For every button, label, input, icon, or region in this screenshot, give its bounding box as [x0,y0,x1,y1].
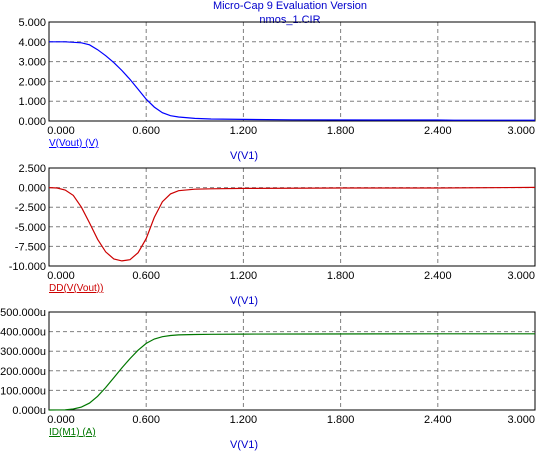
y-tick-label: 100.000u [0,385,46,397]
x-axis-label: V(V1) [230,439,258,451]
plot-group: 0.000 1.000 2.000 3.000 4.000 5.000 0.000 0.600… [0,17,536,451]
x-tick-label: 1.800 [327,270,355,282]
x-tick-label: 1.200 [230,270,258,282]
y-tick-label: 0.000 [18,183,46,195]
series-line [48,333,535,411]
y-tick-label: -7.500 [15,241,46,253]
y-tick-label: 2.500 [18,163,46,175]
series-label[interactable]: V(Vout) (V) [49,138,98,149]
series-label[interactable]: DD(V(Vout)) [49,283,103,294]
x-tick-label: 0.600 [132,125,160,137]
y-tick-label: 300.000u [0,346,46,358]
y-tick-label: -2.500 [15,202,46,214]
series-line [49,41,535,121]
y-tick-label: 4.000 [18,37,46,49]
y-tick-label: 1.000 [18,96,46,108]
plot-3: 0.000u 100.000u 200.000u 300.000u 400.000u 50… [0,307,536,451]
x-tick-label: 0.600 [132,414,160,426]
y-tick-label: 0.000 [18,116,46,128]
x-tick-label: 2.400 [424,270,452,282]
y-tick-label: 500.000u [0,307,46,319]
plot-frame [48,21,536,122]
y-tick-label: 5.000 [18,17,46,29]
plot-2: -10.000 -7.500 -5.000 -2.500 0.000 2.500 0.000… [9,163,536,307]
plot-1: 0.000 1.000 2.000 3.000 4.000 5.000 0.000 0.600… [18,17,536,162]
y-tick-label: 0.000u [12,405,46,417]
file-name: nmos_1.CIR [259,14,320,26]
x-tick-label: 3.000 [507,414,535,426]
y-tick-label: -10.000 [9,261,46,273]
x-tick-label: 0.000 [47,125,75,137]
x-tick-label: 3.000 [507,270,535,282]
x-tick-label: 0.600 [132,270,160,282]
x-tick-label: 2.400 [424,125,452,137]
x-tick-label: 1.800 [327,414,355,426]
plot-frame [48,167,536,267]
series-line [48,186,536,262]
y-tick-label: 400.000u [0,327,46,339]
app-title: Micro-Cap 9 Evaluation Version [213,0,367,12]
x-axis-label: V(V1) [230,295,258,307]
x-tick-label: 1.800 [327,125,355,137]
x-tick-label: 3.000 [507,125,535,137]
y-tick-label: 2.000 [18,76,46,88]
x-tick-label: 2.400 [424,414,452,426]
x-tick-label: 1.200 [230,414,258,426]
plot-frame [48,311,536,411]
x-tick-label: 0.000 [47,270,75,282]
series-label[interactable]: ID(M1) (A) [49,427,96,438]
x-tick-label: 0.000 [47,414,75,426]
y-tick-label: 200.000u [0,366,46,378]
x-tick-label: 1.200 [230,125,258,137]
y-tick-label: -5.000 [15,222,46,234]
x-axis-label: V(V1) [230,150,258,162]
y-tick-label: 3.000 [18,57,46,69]
